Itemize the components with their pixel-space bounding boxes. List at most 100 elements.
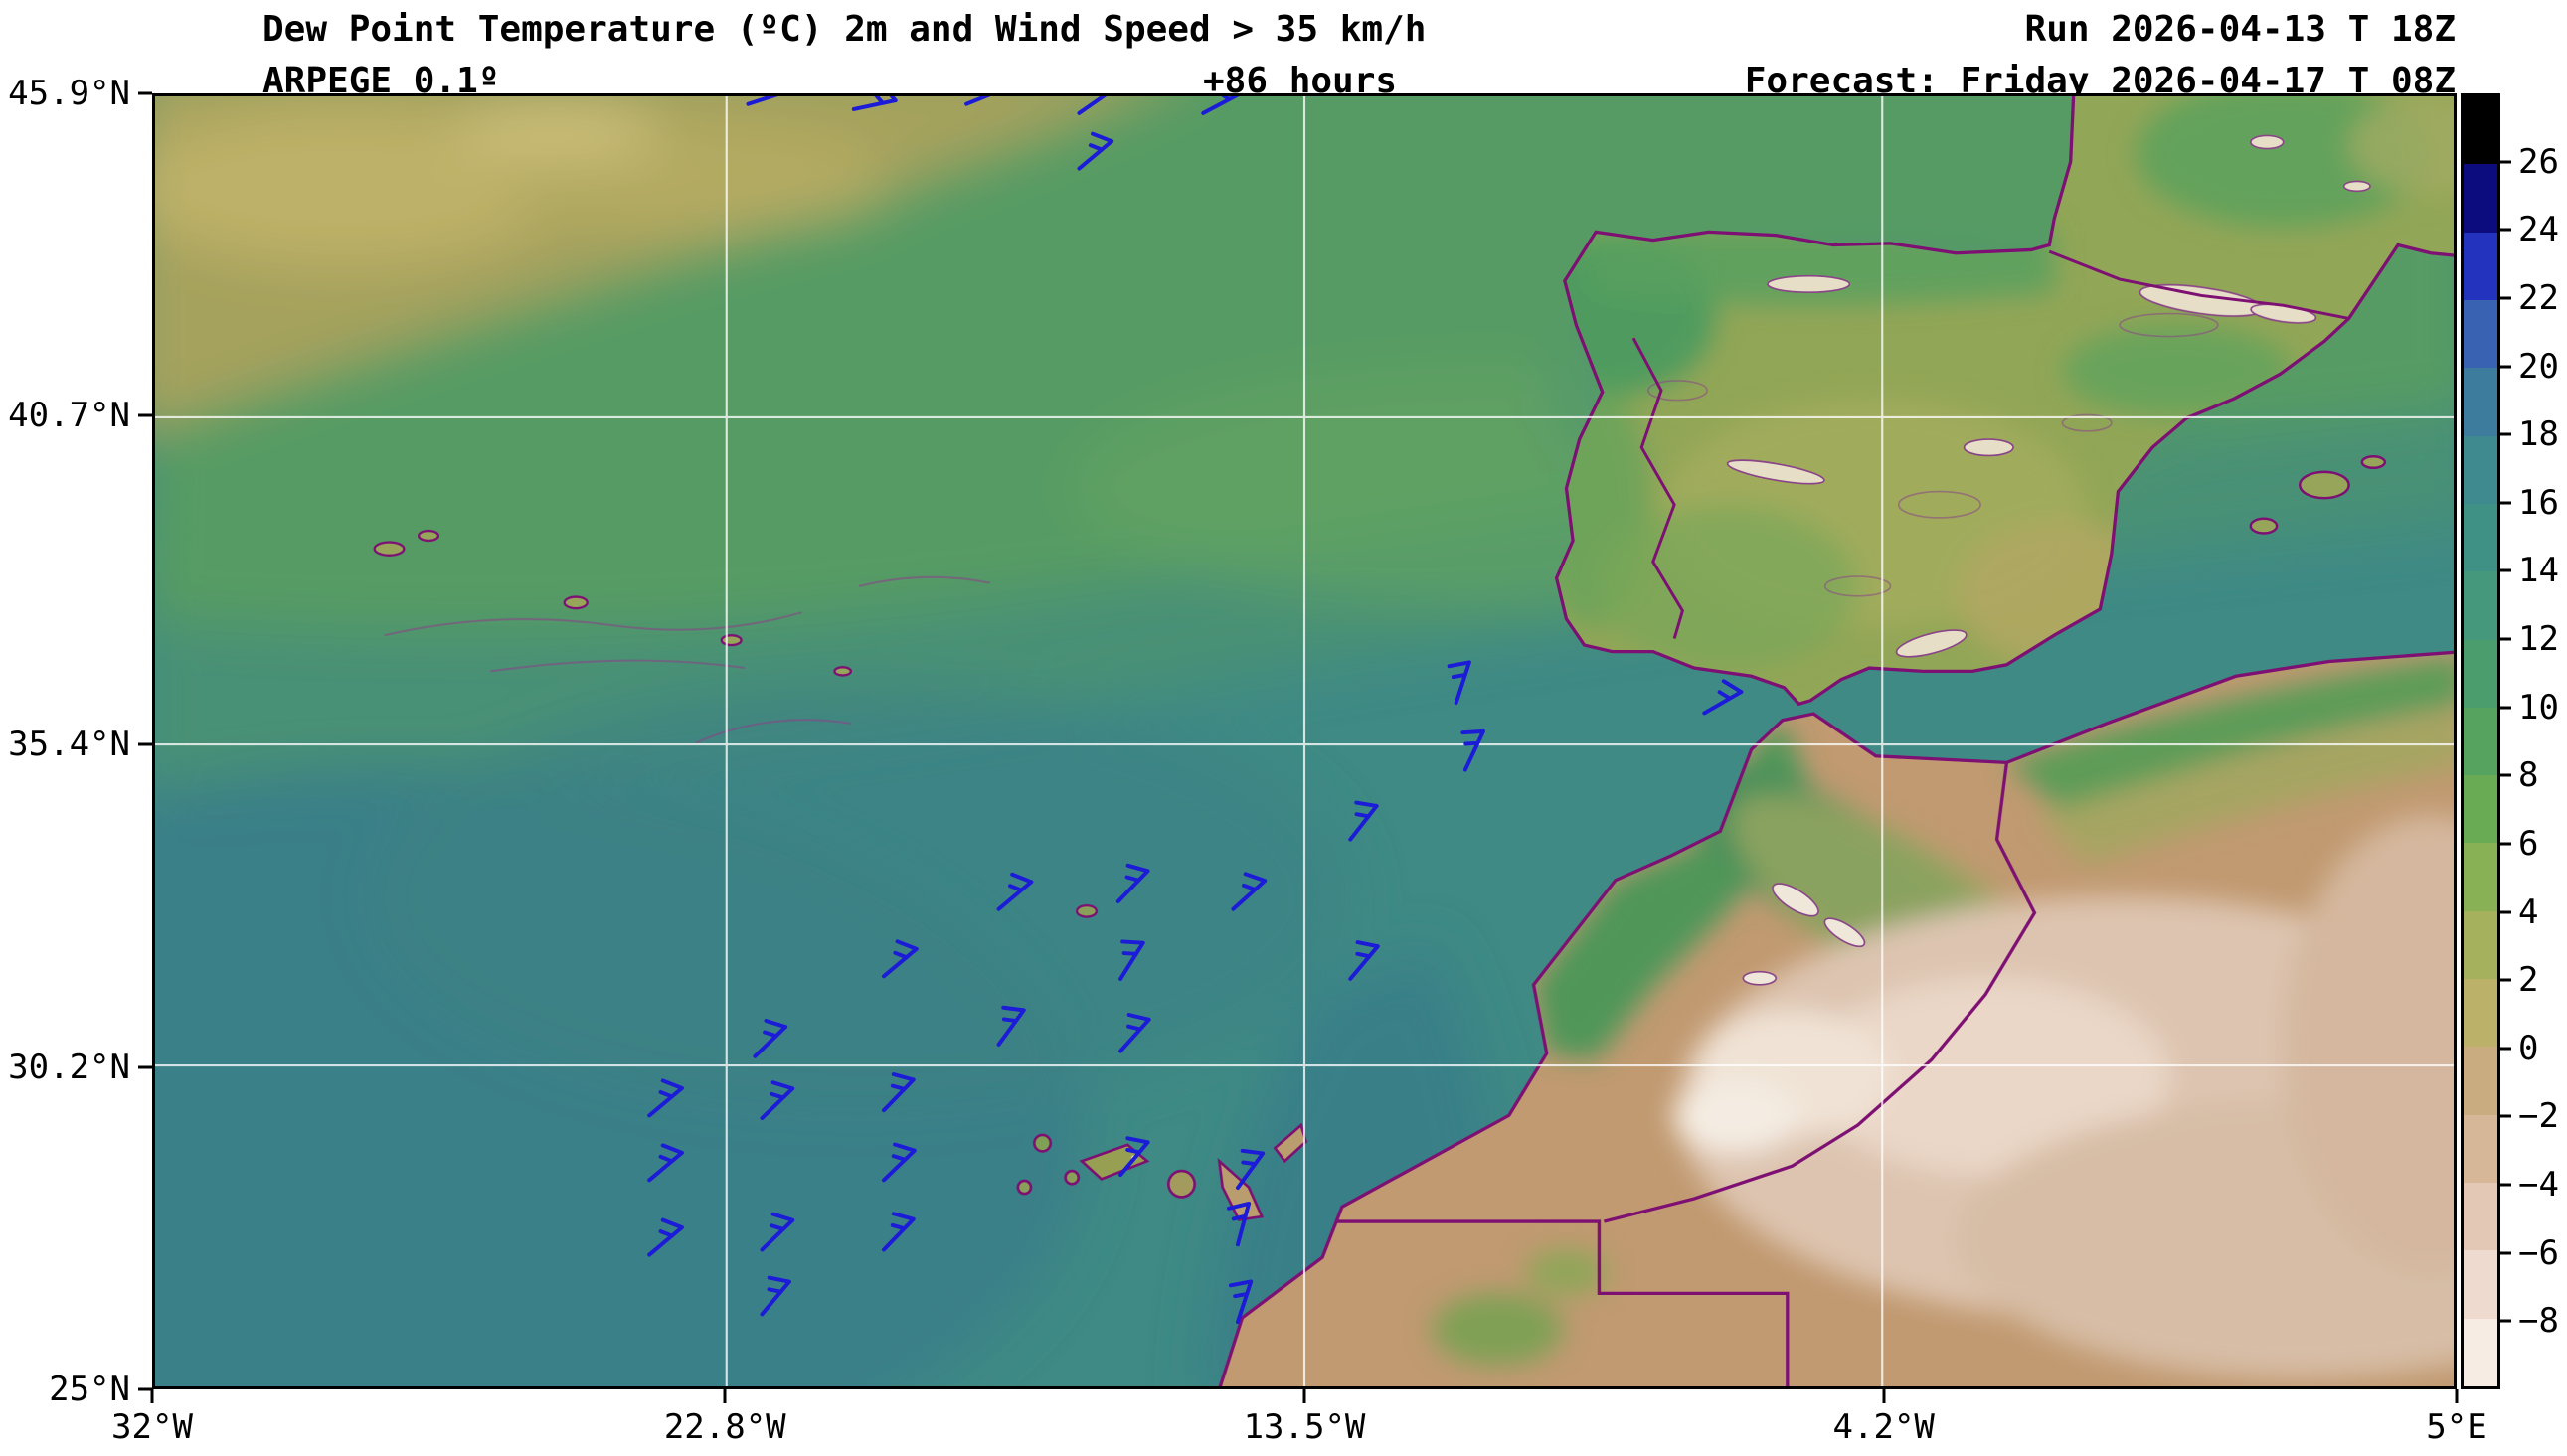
atlas-peaks: [1742, 883, 1866, 986]
run-label: Run 2026-04-13 T 18Z: [2024, 9, 2456, 50]
wind-barb: [1702, 679, 1744, 716]
colorbar-segment: [2464, 1047, 2497, 1115]
wind-barb: [1118, 939, 1145, 981]
colorbar-tick-label: 20: [2518, 346, 2559, 387]
wind-barb: [881, 939, 919, 979]
colorbar-segment: [2464, 503, 2497, 572]
africa-borders: [1336, 762, 2037, 1386]
map-panel: [152, 93, 2457, 1389]
wind-barb: [1348, 940, 1380, 981]
wind-barb: [1077, 131, 1114, 171]
colorbar-tick-label: 8: [2518, 755, 2539, 796]
colorbar-tick-label: 10: [2518, 687, 2559, 728]
lon-tick-label: 4.2°W: [1832, 1407, 1935, 1447]
colorbar-tick-label: 16: [2518, 482, 2559, 523]
colorbar-tick: [2500, 1183, 2511, 1187]
latitude-axis: 45.9°N 40.7°N 35.4°N 30.2°N 25°N: [0, 74, 152, 1409]
colorbar-segment: [2464, 435, 2497, 504]
africa-coastline: [1218, 650, 2454, 1386]
colorbar-tick: [2500, 1319, 2511, 1323]
colorbar-tick-label: 6: [2518, 823, 2539, 864]
wind-barb: [760, 1275, 791, 1317]
africa-shading: [1432, 654, 2454, 1378]
lat-tick-label: 25°N: [49, 1370, 130, 1409]
colorbar-segment: [2464, 232, 2497, 300]
lat-tick: [138, 1065, 152, 1069]
lat-tick-label: 35.4°N: [8, 725, 130, 765]
colorbar-tick: [2500, 228, 2511, 232]
wind-barb: [1077, 96, 1116, 115]
wind-barb: [851, 96, 898, 111]
colorbar-tick: [2500, 432, 2511, 436]
wind-barb: [1231, 872, 1268, 911]
wind-barb: [881, 1212, 916, 1252]
colorbar-tick: [2500, 568, 2511, 572]
wind-barb: [760, 1080, 795, 1121]
lon-tick: [2455, 1389, 2459, 1403]
canary-islands: [1016, 1122, 1308, 1221]
colorbar-tick-label: −4: [2518, 1165, 2559, 1206]
wind-barb: [964, 96, 1008, 106]
wind-barb: [647, 1143, 684, 1183]
ocean-contour-details: [384, 575, 991, 744]
colorbar-tick-label: −2: [2518, 1096, 2559, 1137]
colorbar-tick-label: 0: [2518, 1028, 2539, 1068]
colorbar-tick-label: −6: [2518, 1232, 2559, 1273]
colorbar-tick-label: 14: [2518, 551, 2559, 591]
colorbar-tick-label: 18: [2518, 414, 2559, 455]
wind-barb: [1228, 1279, 1254, 1325]
colorbar-tick-label: 26: [2518, 141, 2559, 182]
wind-barb: [1118, 1013, 1151, 1053]
wind-barb: [753, 1018, 788, 1058]
colorbar-tick: [2500, 160, 2511, 164]
wind-barb: [746, 96, 791, 106]
wind-barb: [996, 1005, 1026, 1047]
colorbar-segment: [2464, 979, 2497, 1048]
colorbar-tick-label: 4: [2518, 891, 2539, 932]
map-canvas: [155, 96, 2454, 1386]
longitude-axis: 32°W 22.8°W 13.5°W 4.2°W 5°E: [111, 1389, 2487, 1453]
colorbar-segment: [2464, 707, 2497, 776]
figure-title: Dew Point Temperature (ºC) 2m and Wind S…: [262, 9, 1427, 50]
lon-tick: [150, 1389, 154, 1403]
colorbar-tick: [2500, 501, 2511, 505]
lon-tick-label: 13.5°W: [1243, 1407, 1366, 1447]
lon-tick-label: 22.8°W: [663, 1407, 786, 1447]
wind-barb: [881, 1071, 916, 1113]
colorbar-segment: [2464, 639, 2497, 708]
colorbar-tick-label: 2: [2518, 960, 2539, 1001]
wind-barb: [1460, 728, 1485, 772]
colorbar-tick: [2500, 1047, 2511, 1051]
wind-barbs: [647, 96, 1744, 1325]
lat-tick: [138, 413, 152, 417]
colorbar-tick-label: 12: [2518, 619, 2559, 660]
colorbar-segment: [2464, 843, 2497, 911]
wind-barb: [647, 1078, 684, 1118]
lon-tick: [723, 1389, 727, 1403]
balearic-islands: [2249, 455, 2387, 535]
colorbar-axis: 26 24 22 20 18 16 14 12 10 8 6 4 2 0 −2 −4 −6 −8: [2500, 93, 2566, 1389]
colorbar-segment: [2464, 299, 2497, 369]
terrain-contours: [1646, 312, 2219, 597]
lat-tick: [138, 91, 152, 95]
colorbar-segment: [2464, 164, 2497, 233]
lon-tick-label: 32°W: [111, 1407, 193, 1447]
iberia-coastline: [1554, 96, 2454, 707]
colorbar-tick: [2500, 773, 2511, 777]
colorbar-tick: [2500, 296, 2511, 300]
colorbar-tick: [2500, 365, 2511, 369]
colorbar-tick: [2500, 910, 2511, 914]
wind-barb: [996, 872, 1034, 911]
wind-barb: [1115, 863, 1150, 903]
colorbar-segment: [2464, 368, 2497, 436]
colorbar-tick: [2500, 842, 2511, 846]
colorbar: [2461, 93, 2500, 1389]
iberia-shading: [1556, 96, 2454, 669]
colorbar-segment: [2464, 1183, 2497, 1251]
gridlines: [155, 96, 2454, 1386]
colorbar-tick-label: −8: [2518, 1301, 2559, 1342]
lat-tick: [138, 742, 152, 746]
wind-barb: [1118, 1136, 1150, 1178]
wind-barb: [881, 1142, 917, 1183]
